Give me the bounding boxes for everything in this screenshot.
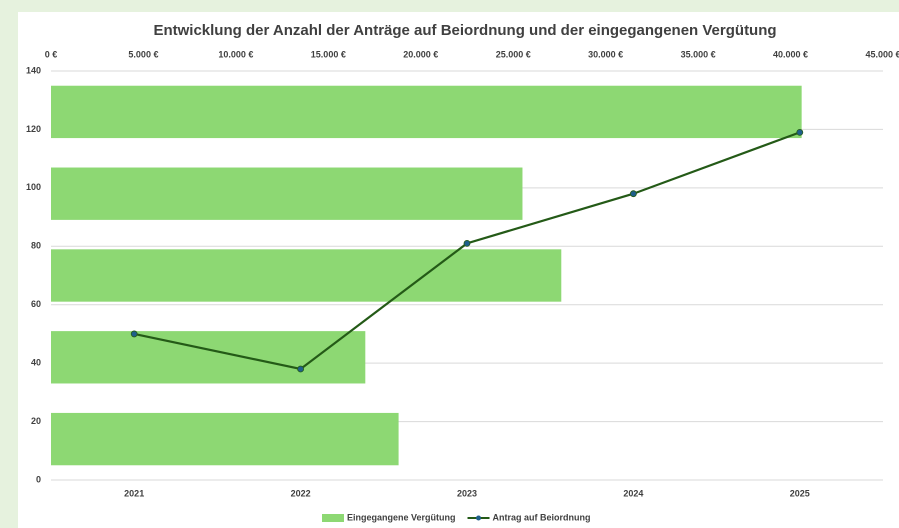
x-tick-label: 2022 bbox=[291, 488, 311, 498]
y-tick-label: 60 bbox=[31, 299, 41, 309]
line-marker bbox=[796, 128, 804, 136]
y-tick-label: 100 bbox=[26, 182, 41, 192]
x2-tick-label: 25.000 € bbox=[496, 49, 531, 59]
legend-label: Antrag auf Beiordnung bbox=[493, 512, 591, 522]
bar bbox=[51, 331, 366, 384]
x-tick-label: 2021 bbox=[124, 488, 144, 498]
line-marker bbox=[463, 239, 471, 247]
y-tick-label: 120 bbox=[26, 124, 41, 134]
chart-title: Entwicklung der Anzahl der Anträge auf B… bbox=[153, 22, 776, 39]
y-tick-label: 80 bbox=[31, 241, 41, 251]
bar bbox=[51, 167, 523, 220]
x2-tick-label: 35.000 € bbox=[681, 49, 716, 59]
legend-swatch bbox=[322, 514, 344, 522]
x2-tick-label: 15.000 € bbox=[311, 49, 346, 59]
x-tick-label: 2025 bbox=[790, 488, 810, 498]
x2-tick-label: 5.000 € bbox=[128, 49, 158, 59]
x2-tick-label: 0 € bbox=[45, 49, 58, 59]
x2-tick-label: 45.000 € bbox=[865, 49, 899, 59]
x2-tick-label: 40.000 € bbox=[773, 49, 808, 59]
x2-tick-label: 10.000 € bbox=[218, 49, 253, 59]
legend-label: Eingegangene Vergütung bbox=[347, 512, 456, 522]
y-tick-label: 0 bbox=[36, 474, 41, 484]
line-marker bbox=[297, 365, 305, 373]
x-tick-label: 2023 bbox=[457, 488, 477, 498]
bar bbox=[51, 85, 802, 139]
line-marker bbox=[630, 190, 637, 198]
x2-tick-label: 30.000 € bbox=[588, 49, 623, 59]
y-tick-label: 140 bbox=[26, 65, 41, 75]
bar bbox=[51, 249, 562, 302]
legend-marker bbox=[476, 515, 482, 521]
bar bbox=[51, 412, 399, 466]
x-tick-label: 2024 bbox=[623, 488, 643, 498]
y-tick-label: 40 bbox=[31, 358, 41, 368]
y-tick-label: 20 bbox=[31, 416, 41, 426]
x2-tick-label: 20.000 € bbox=[403, 49, 438, 59]
line-marker bbox=[130, 330, 138, 338]
